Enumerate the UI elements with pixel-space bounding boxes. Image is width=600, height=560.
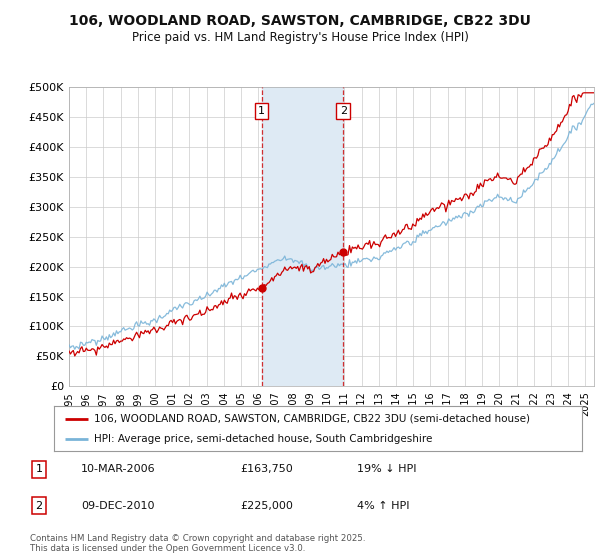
Text: 106, WOODLAND ROAD, SAWSTON, CAMBRIDGE, CB22 3DU: 106, WOODLAND ROAD, SAWSTON, CAMBRIDGE, … — [69, 14, 531, 28]
Text: 4% ↑ HPI: 4% ↑ HPI — [357, 501, 409, 511]
Text: 2: 2 — [35, 501, 43, 511]
Text: 10-MAR-2006: 10-MAR-2006 — [81, 464, 155, 474]
Text: 2: 2 — [340, 106, 347, 116]
Text: £163,750: £163,750 — [240, 464, 293, 474]
Text: 1: 1 — [35, 464, 43, 474]
Text: HPI: Average price, semi-detached house, South Cambridgeshire: HPI: Average price, semi-detached house,… — [94, 434, 432, 444]
Bar — [262, 87, 343, 386]
Text: £225,000: £225,000 — [240, 501, 293, 511]
Text: 106, WOODLAND ROAD, SAWSTON, CAMBRIDGE, CB22 3DU (semi-detached house): 106, WOODLAND ROAD, SAWSTON, CAMBRIDGE, … — [94, 413, 530, 423]
Text: 09-DEC-2010: 09-DEC-2010 — [81, 501, 155, 511]
Text: Price paid vs. HM Land Registry's House Price Index (HPI): Price paid vs. HM Land Registry's House … — [131, 31, 469, 44]
Text: Contains HM Land Registry data © Crown copyright and database right 2025.
This d: Contains HM Land Registry data © Crown c… — [30, 534, 365, 553]
Text: 19% ↓ HPI: 19% ↓ HPI — [357, 464, 416, 474]
Text: 1: 1 — [258, 106, 265, 116]
